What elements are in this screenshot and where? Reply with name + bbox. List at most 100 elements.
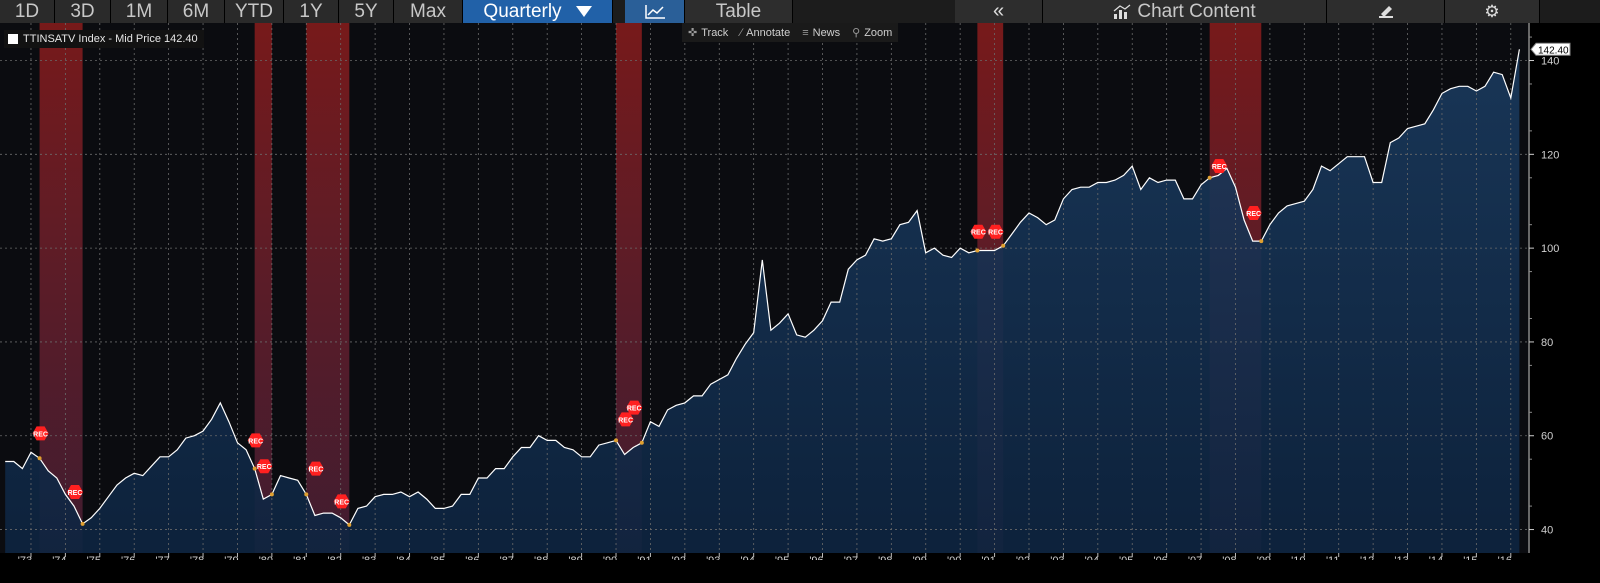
x-tick-label: '97 — [844, 555, 858, 560]
tab-6m[interactable]: 6M — [168, 0, 225, 23]
rec-marker-label: REC — [627, 406, 642, 413]
x-tick-label: '84 — [396, 555, 410, 560]
rec-marker-label: REC — [257, 464, 272, 471]
x-axis-panel — [0, 553, 1600, 560]
track-tool[interactable]: ✜ Track — [682, 23, 734, 42]
crosshair-icon: ✜ — [688, 27, 698, 39]
x-tick-label: '74 — [52, 555, 66, 560]
x-tick-label: '94 — [741, 555, 755, 560]
y-tick-label: 60 — [1541, 431, 1553, 443]
x-tick-label: '06 — [1153, 555, 1167, 560]
x-tick-label: '77 — [155, 555, 169, 560]
period-dropdown[interactable]: Quarterly — [463, 0, 613, 23]
band-edge-point — [269, 492, 274, 497]
series-line — [5, 49, 1520, 526]
band-edge-point — [37, 456, 42, 461]
x-tick-label: '03 — [1050, 555, 1064, 560]
x-tick-label: '73 — [18, 555, 32, 560]
news-tool[interactable]: ≡ News — [796, 23, 846, 42]
tab-ytd[interactable]: YTD — [225, 0, 284, 23]
table-button[interactable]: Table — [685, 0, 793, 23]
rec-marker-label: REC — [68, 490, 83, 497]
x-tick-label: '00 — [947, 555, 961, 560]
band-edge-point — [347, 522, 352, 527]
rec-marker-label: REC — [248, 438, 263, 445]
x-tick-label: '80 — [259, 555, 273, 560]
x-tick-label: '85 — [431, 555, 445, 560]
x-tick-label: '86 — [465, 555, 479, 560]
x-tick-label: '16 — [1498, 555, 1512, 560]
annotate-tool[interactable]: ∕ Annotate — [734, 23, 796, 42]
chart-area[interactable]: REC REC REC REC REC REC REC REC REC REC REC REC 40 60… — [0, 23, 1600, 567]
tab-3d[interactable]: 3D — [55, 0, 111, 23]
legend-text: TTINSATV Index - Mid Price 142.40 — [23, 33, 198, 45]
band-edge-point — [1001, 243, 1006, 248]
rec-marker — [1211, 159, 1228, 174]
rec-marker — [66, 485, 83, 500]
y-tick-label: 100 — [1541, 243, 1559, 255]
recession-band — [254, 23, 272, 553]
band-edge-point — [1259, 239, 1264, 244]
chart-legend[interactable]: TTINSATV Index - Mid Price 142.40 — [4, 30, 204, 48]
rec-marker-label: REC — [988, 230, 1003, 237]
x-tick-label: '96 — [809, 555, 823, 560]
x-tick-label: '88 — [534, 555, 548, 560]
x-tick-label: '87 — [500, 555, 514, 560]
chevrons-left-icon: « — [992, 0, 1005, 22]
y-tick-label: 80 — [1541, 337, 1553, 349]
pencil-icon: ∕ — [740, 26, 743, 39]
x-tick-label: '89 — [568, 555, 582, 560]
x-tick-label: '04 — [1085, 555, 1099, 560]
x-tick-label: '90 — [603, 555, 617, 560]
line-chart-button[interactable] — [625, 0, 685, 23]
x-tick-label: '92 — [672, 555, 686, 560]
x-tick-label: '12 — [1360, 555, 1374, 560]
x-tick-label: '79 — [224, 555, 238, 560]
zoom-label: Zoom — [864, 26, 893, 39]
rec-marker — [247, 433, 264, 448]
toolbar-spacer-2 — [793, 0, 955, 23]
x-tick-label: '14 — [1429, 555, 1443, 560]
tab-1y[interactable]: 1Y — [284, 0, 339, 23]
magnifier-icon: ⚲ — [852, 27, 861, 39]
y-axis-panel — [1528, 23, 1600, 560]
chart-icon — [1113, 3, 1131, 19]
x-tick-label: '75 — [87, 555, 101, 560]
tab-1d[interactable]: 1D — [0, 0, 55, 23]
rec-marker — [1245, 205, 1262, 220]
band-edge-point — [304, 492, 309, 497]
series-area — [5, 49, 1520, 554]
x-tick-label: '08 — [1222, 555, 1236, 560]
settings-button[interactable]: ⚙ — [1445, 0, 1540, 23]
chart-content-label: Chart Content — [1137, 0, 1256, 22]
rec-marker — [970, 224, 987, 239]
toolbar-spacer — [613, 0, 625, 23]
last-value-badge — [1530, 42, 1571, 56]
rec-marker — [307, 461, 324, 476]
news-label: News — [812, 26, 841, 39]
tab-1m[interactable]: 1M — [111, 0, 168, 23]
last-value-label: 142.40 — [1538, 45, 1569, 56]
line-chart-icon — [644, 4, 665, 19]
rec-marker — [626, 400, 643, 415]
x-tick-label: '83 — [362, 555, 376, 560]
tab-5y[interactable]: 5Y — [339, 0, 394, 23]
zoom-tool[interactable]: ⚲ Zoom — [846, 23, 898, 42]
x-tick-label: '09 — [1257, 555, 1271, 560]
x-tick-label: '13 — [1394, 555, 1408, 560]
x-tick-label: '78 — [190, 555, 204, 560]
rec-marker — [256, 459, 273, 474]
band-edge-point — [975, 248, 980, 253]
tab-max[interactable]: Max — [394, 0, 463, 23]
band-edge-point — [639, 440, 644, 445]
collapse-button[interactable]: « — [955, 0, 1043, 23]
band-edge-point — [252, 466, 257, 471]
x-tick-label: '98 — [878, 555, 892, 560]
chart-content-button[interactable]: Chart Content — [1043, 0, 1327, 23]
rec-marker-label: REC — [618, 417, 633, 424]
annotate-label: Annotate — [746, 26, 791, 39]
edit-button[interactable] — [1327, 0, 1445, 23]
rec-marker-label: REC — [334, 499, 349, 506]
x-tick-label: '81 — [293, 555, 307, 560]
